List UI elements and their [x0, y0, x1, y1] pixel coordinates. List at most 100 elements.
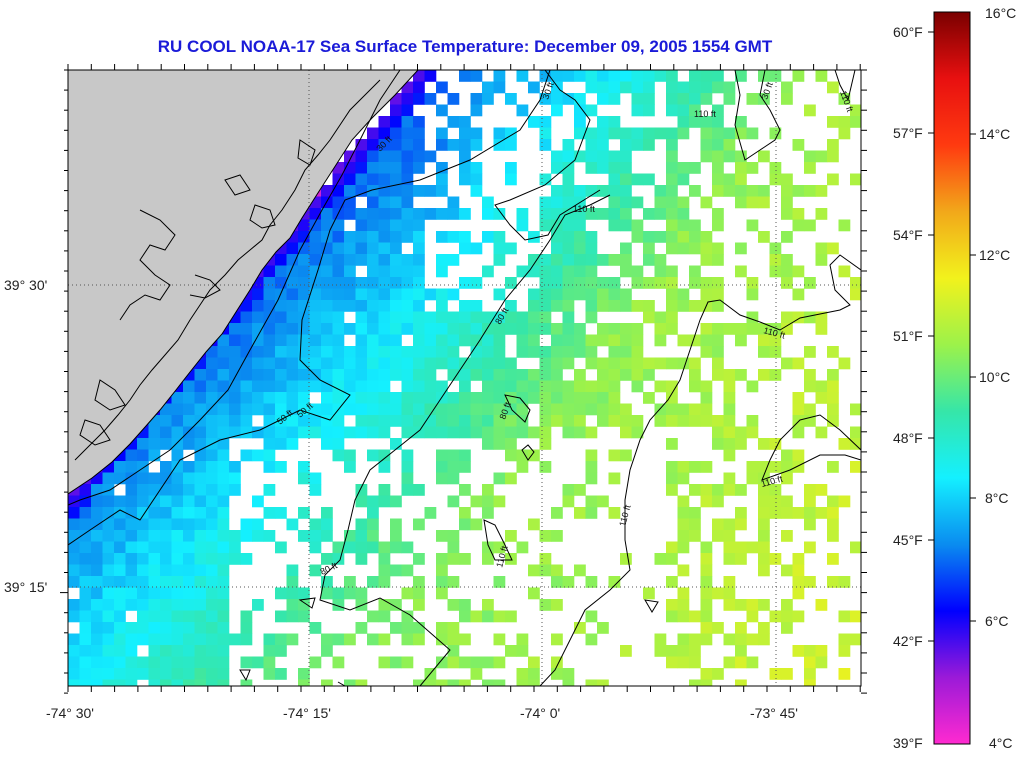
sst-pixel: [700, 587, 713, 600]
sst-pixel: [666, 93, 678, 105]
sst-pixel: [516, 334, 529, 347]
sst-pixel: [252, 369, 264, 381]
sst-pixel: [482, 323, 494, 335]
sst-pixel: [712, 208, 724, 220]
sst-pixel: [712, 104, 724, 117]
sst-pixel: [631, 219, 644, 232]
sst-pixel: [401, 461, 414, 473]
sst-pixel: [436, 185, 448, 197]
sst-pixel: [436, 357, 448, 370]
sst-pixel: [309, 564, 322, 577]
sst-pixel: [183, 484, 195, 496]
sst-pixel: [298, 254, 310, 266]
sst-pixel: [804, 150, 816, 163]
sst-pixel: [367, 323, 379, 335]
sst-pixel: [217, 346, 230, 358]
sst-pixel: [677, 645, 690, 657]
sst-pixel: [528, 380, 540, 393]
sst-pixel: [585, 403, 598, 416]
sst-pixel: [459, 162, 471, 174]
sst-pixel: [746, 127, 759, 140]
sst-pixel: [413, 369, 425, 381]
sst-pixel: [332, 553, 345, 565]
sst-pixel: [482, 231, 494, 243]
sst-pixel: [654, 265, 667, 278]
sst-pixel: [723, 530, 736, 542]
sst-pixel: [574, 564, 586, 577]
sst-pixel: [804, 162, 816, 174]
sst-pixel: [551, 323, 563, 335]
sst-pixel: [792, 461, 805, 473]
sst-pixel: [206, 587, 218, 600]
sst-pixel: [482, 380, 494, 393]
sst-pixel: [137, 656, 149, 669]
sst-pixel: [493, 392, 506, 404]
sst-pixel: [125, 438, 138, 450]
sst-pixel: [712, 587, 724, 600]
sst-pixel: [735, 162, 747, 174]
sst-pixel: [620, 196, 632, 209]
sst-pixel: [102, 495, 115, 508]
sst-pixel: [654, 208, 667, 220]
sst-pixel: [367, 139, 379, 151]
lon-label: -73° 45': [750, 705, 798, 721]
sst-pixel: [217, 484, 230, 496]
sst-pixel: [792, 507, 805, 519]
sst-pixel: [355, 553, 368, 565]
sst-pixel: [309, 656, 322, 669]
sst-pixel: [160, 553, 172, 565]
sst-pixel: [516, 541, 529, 554]
sst-pixel: [298, 610, 310, 623]
sst-pixel: [367, 219, 379, 232]
sst-pixel: [148, 553, 161, 565]
sst-pixel: [758, 150, 770, 163]
sst-pixel: [436, 564, 448, 577]
sst-pixel: [723, 139, 736, 151]
sst-pixel: [378, 449, 391, 462]
sst-pixel: [608, 150, 621, 163]
contour-line: [521, 444, 535, 461]
sst-pixel: [321, 369, 333, 381]
sst-pixel: [631, 196, 644, 209]
sst-pixel: [459, 553, 471, 565]
sst-pixel: [574, 426, 586, 439]
sst-pixel: [401, 587, 414, 600]
sst-pixel: [804, 484, 816, 496]
sst-pixel: [815, 380, 828, 393]
sst-pixel: [148, 472, 161, 485]
sst-pixel: [125, 541, 138, 554]
sst-pixel: [137, 438, 149, 450]
sst-pixel: [528, 426, 540, 439]
sst-pixel: [551, 93, 563, 105]
sst-pixel: [723, 392, 736, 404]
sst-pixel: [447, 461, 460, 473]
sst-pixel: [378, 277, 391, 289]
sst-pixel: [275, 403, 287, 416]
sst-pixel: [470, 173, 483, 186]
sst-pixel: [781, 449, 793, 462]
sst-pixel: [574, 219, 586, 232]
sst-pixel: [689, 231, 701, 243]
sst-pixel: [332, 219, 345, 232]
sst-pixel: [459, 633, 471, 646]
sst-pixel: [79, 668, 92, 680]
colorbar-f-label: 57°F: [893, 125, 923, 141]
sst-pixel: [102, 668, 115, 680]
sst-pixel: [298, 507, 310, 519]
sst-pixel: [229, 392, 241, 404]
sst-pixel: [551, 334, 563, 347]
sst-pixel: [240, 392, 253, 404]
sst-pixel: [183, 541, 195, 554]
sst-pixel: [401, 622, 414, 634]
sst-pixel: [252, 403, 264, 416]
sst-pixel: [723, 438, 736, 450]
sst-pixel: [424, 380, 437, 393]
sst-pixel: [390, 300, 402, 312]
sst-pixel: [309, 208, 322, 220]
sst-pixel: [838, 645, 851, 657]
sst-pixel: [551, 346, 563, 358]
sst-pixel: [298, 231, 310, 243]
sst-pixel: [229, 311, 241, 324]
sst-pixel: [125, 656, 138, 669]
sst-pixel: [355, 530, 368, 542]
